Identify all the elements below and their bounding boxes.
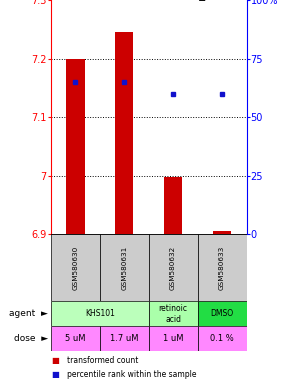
Text: dose  ►: dose ►: [14, 334, 48, 343]
Text: percentile rank within the sample: percentile rank within the sample: [67, 370, 196, 379]
Text: transformed count: transformed count: [67, 356, 138, 365]
Text: KHS101: KHS101: [85, 310, 115, 318]
Text: 0.1 %: 0.1 %: [210, 334, 234, 343]
Bar: [197, 326, 246, 351]
Text: GSM580633: GSM580633: [219, 246, 225, 290]
Bar: [148, 326, 197, 351]
Bar: [197, 234, 246, 301]
Bar: [148, 234, 197, 301]
Bar: [148, 301, 197, 326]
Bar: [100, 326, 148, 351]
Bar: [51, 234, 100, 301]
Text: GSM580630: GSM580630: [72, 246, 78, 290]
Bar: [51, 301, 148, 326]
Text: GSM580631: GSM580631: [121, 246, 127, 290]
Bar: [66, 58, 84, 234]
Text: ■: ■: [51, 370, 59, 379]
Text: 1.7 uM: 1.7 uM: [110, 334, 138, 343]
Text: retinoic
acid: retinoic acid: [159, 304, 188, 324]
Text: 5 uM: 5 uM: [65, 334, 86, 343]
Text: ■: ■: [51, 356, 59, 365]
Bar: [100, 234, 148, 301]
Bar: [164, 177, 182, 234]
Bar: [51, 326, 100, 351]
Text: agent  ►: agent ►: [9, 310, 48, 318]
Bar: [197, 301, 246, 326]
Text: 1 uM: 1 uM: [163, 334, 183, 343]
Text: DMSO: DMSO: [211, 310, 233, 318]
Bar: [213, 231, 231, 234]
Text: GSM580632: GSM580632: [170, 246, 176, 290]
Bar: [115, 32, 133, 234]
